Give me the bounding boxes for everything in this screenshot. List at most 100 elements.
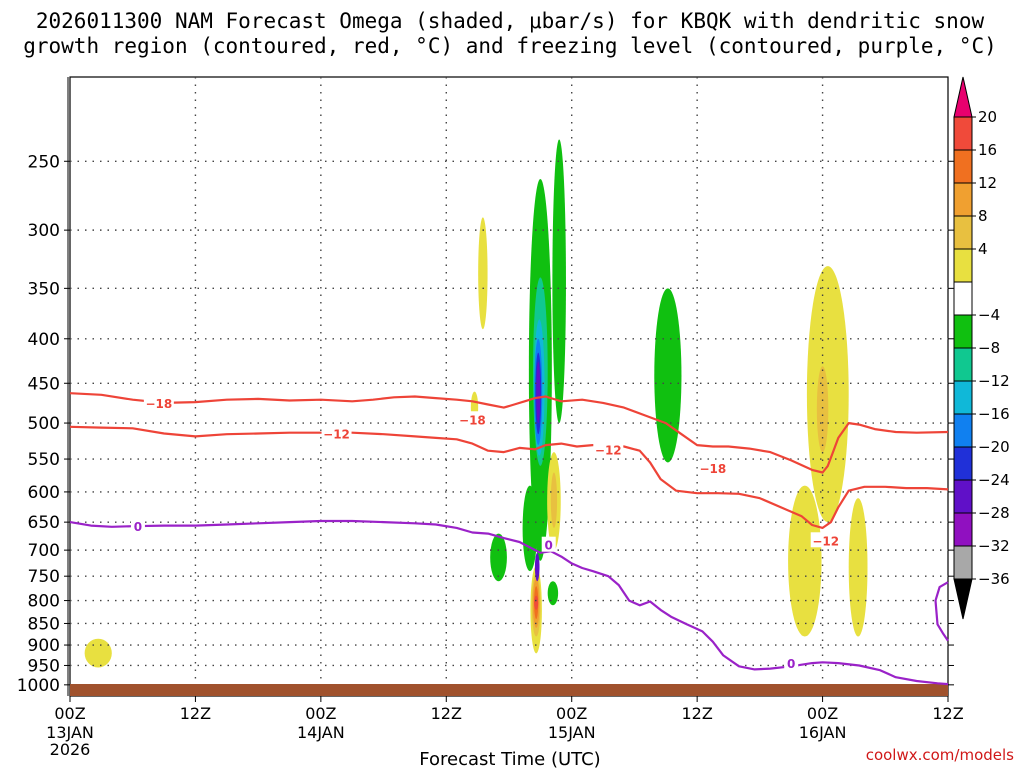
contour-label: −12 — [323, 427, 350, 441]
contour-label-bg — [810, 532, 841, 548]
contour-label: 0 — [134, 520, 142, 534]
colorbar-label: 8 — [978, 207, 988, 225]
colorbar-segment — [953, 479, 973, 514]
colorbar-label: 12 — [978, 174, 997, 192]
x-tick-label: 00Z — [54, 704, 85, 723]
colorbar-arrow-bottom — [953, 578, 973, 620]
omega-cell — [536, 361, 541, 424]
colorbar-segment — [953, 545, 973, 580]
omega-cell — [84, 638, 112, 668]
colorbar-label: −4 — [978, 306, 1000, 324]
y-tick-label: 400 — [28, 330, 60, 350]
terrain-bar — [70, 684, 948, 696]
x-tick-date: 16JAN — [799, 723, 847, 742]
ground-surface — [70, 684, 948, 696]
y-tick-label: 700 — [28, 541, 60, 561]
credit-link[interactable]: coolwx.com/models — [866, 746, 1014, 764]
y-tick-label: 300 — [28, 221, 60, 241]
y-tick-label: 600 — [28, 483, 60, 503]
y-tick-label: 350 — [28, 279, 60, 299]
contour-label-bg — [541, 536, 556, 552]
x-axis-label: Forecast Time (UTC) — [419, 749, 600, 768]
contour-label: −18 — [145, 397, 172, 411]
omega-cell — [848, 498, 868, 637]
x-tick-year: 2026 — [50, 740, 91, 759]
omega-cell — [550, 472, 558, 528]
contour-labels: −18 −18 −18 −12 −12 −12 0 0 0 — [130, 394, 841, 671]
colorbar-label: −8 — [978, 339, 1000, 357]
contour-label-bg — [321, 425, 352, 441]
colorbar-segment — [953, 512, 973, 547]
colorbar-label: −28 — [978, 504, 1010, 522]
y-tick-label: 650 — [28, 513, 60, 533]
y-tick-label: 800 — [28, 592, 60, 612]
x-tick-label: 00Z — [556, 704, 587, 723]
contour-label-bg — [143, 394, 174, 410]
contour-label: −18 — [459, 413, 486, 427]
contour-label: −18 — [699, 462, 726, 476]
x-tick-date: 13JAN — [46, 723, 94, 742]
y-tick-label: 750 — [28, 567, 60, 587]
contour-label: 0 — [787, 657, 795, 671]
freezing-level-line — [934, 581, 949, 642]
y-tick-label: 900 — [28, 636, 60, 656]
x-tick-label: 12Z — [932, 704, 963, 723]
omega-cell — [788, 485, 822, 637]
y-tick-label: 950 — [28, 656, 60, 676]
x-tick-date: 15JAN — [548, 723, 596, 742]
colorbar-label: −12 — [978, 372, 1010, 390]
colorbar-label: −20 — [978, 438, 1010, 456]
omega-shading — [84, 139, 868, 668]
omega-cell — [547, 581, 559, 606]
colorbar-segment — [953, 446, 973, 481]
y-tick-label: 1000 — [17, 676, 60, 696]
colorbar-label: 20 — [978, 108, 997, 126]
colorbar-label: −16 — [978, 405, 1010, 423]
x-tick-label: 12Z — [180, 704, 211, 723]
x-tick-date: 14JAN — [297, 723, 345, 742]
colorbar-label: −24 — [978, 471, 1010, 489]
colorbar-segment — [953, 347, 973, 382]
chart-title: 2026011300 NAM Forecast Omega (shaded, μ… — [23, 9, 997, 58]
omega-cell — [478, 217, 488, 330]
colorbar-arrow-top — [953, 76, 973, 118]
temperature-contours — [69, 392, 949, 686]
colorbar-label: 4 — [978, 240, 988, 258]
y-tick-label: 250 — [28, 152, 60, 172]
contour-label: −12 — [812, 534, 839, 548]
contour-label-bg — [130, 518, 145, 534]
colorbar-segment — [953, 116, 973, 151]
dendritic-isotherm-line — [69, 392, 949, 474]
chart-title-line-1: 2026011300 NAM Forecast Omega (shaded, μ… — [36, 9, 985, 33]
y-tick-label: 500 — [28, 414, 60, 434]
x-tick-label: 00Z — [305, 704, 336, 723]
y-tick-label: 550 — [28, 450, 60, 470]
y-axis: 2503003504004505005506006507007508008509… — [17, 152, 954, 696]
colorbar-segment — [953, 413, 973, 448]
contour-label: −12 — [595, 443, 622, 457]
y-tick-label: 850 — [28, 614, 60, 634]
contour-label-bg — [697, 459, 728, 475]
omega-cell — [654, 288, 682, 463]
colorbar-label: 16 — [978, 141, 997, 159]
colorbar-label: −32 — [978, 537, 1010, 555]
colorbar-segment — [953, 281, 973, 316]
x-tick-label: 12Z — [431, 704, 462, 723]
contour-label: 0 — [545, 539, 553, 553]
omega-cell — [522, 485, 538, 572]
x-tick-label: 00Z — [807, 704, 838, 723]
contour-label-bg — [593, 441, 624, 457]
contour-label-bg — [784, 655, 799, 671]
omega-cell — [552, 139, 566, 424]
omega-cell — [534, 552, 540, 582]
omega-cell — [534, 595, 539, 610]
colorbar-segment — [953, 182, 973, 217]
dendritic-isotherm-line — [69, 425, 949, 529]
contour-label-bg — [457, 411, 488, 427]
freezing-level-line — [69, 519, 949, 686]
colorbar-segment — [953, 314, 973, 349]
x-tick-label: 12Z — [681, 704, 712, 723]
omega-cell — [816, 366, 829, 453]
colorbar-segment — [953, 215, 973, 250]
